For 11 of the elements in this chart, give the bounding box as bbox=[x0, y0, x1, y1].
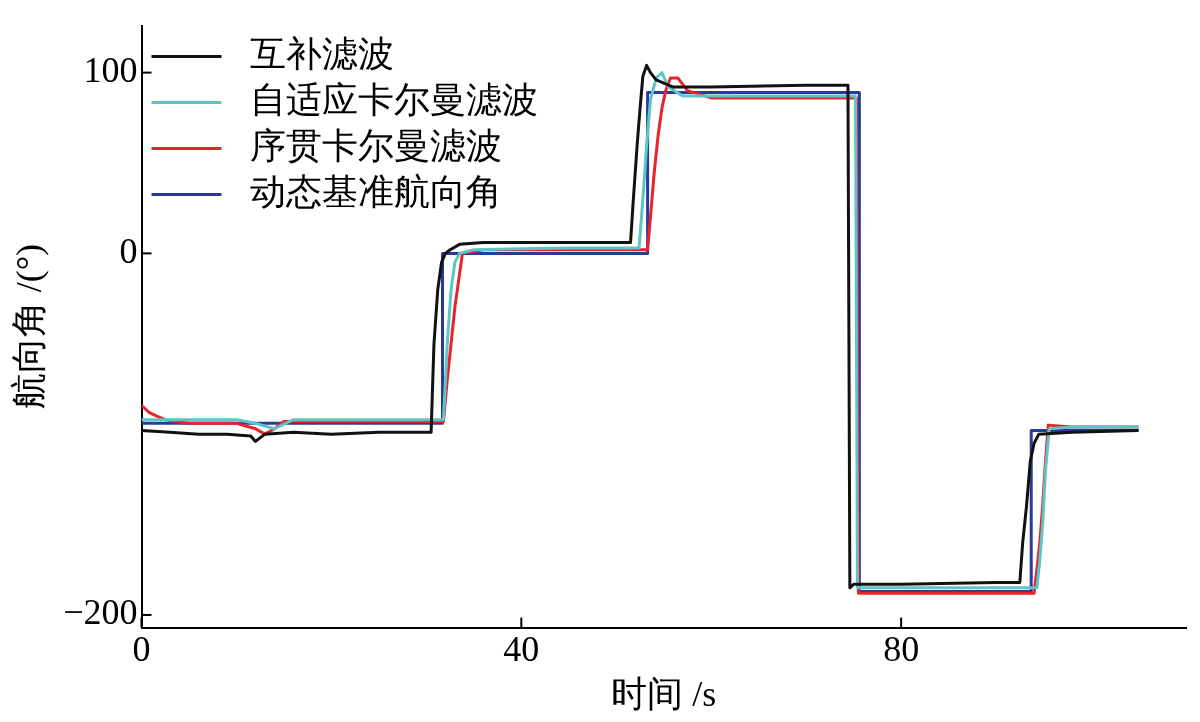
y-tick-label: −200 bbox=[63, 592, 138, 633]
x-tick-label: 40 bbox=[503, 628, 540, 669]
y-tick-label: 100 bbox=[83, 50, 138, 91]
x-axis-title: 时间 /s bbox=[611, 673, 717, 714]
y-axis-title: 航向角 /(°) bbox=[9, 243, 50, 410]
legend-label: 自适应卡尔曼滤波 bbox=[249, 80, 538, 121]
x-tick-label: 80 bbox=[883, 628, 920, 669]
legend-label: 互补滤波 bbox=[249, 34, 394, 75]
legend-label: 动态基准航向角 bbox=[249, 172, 502, 213]
legend-label: 序贯卡尔曼滤波 bbox=[249, 126, 502, 167]
y-tick-label: 0 bbox=[119, 230, 138, 271]
